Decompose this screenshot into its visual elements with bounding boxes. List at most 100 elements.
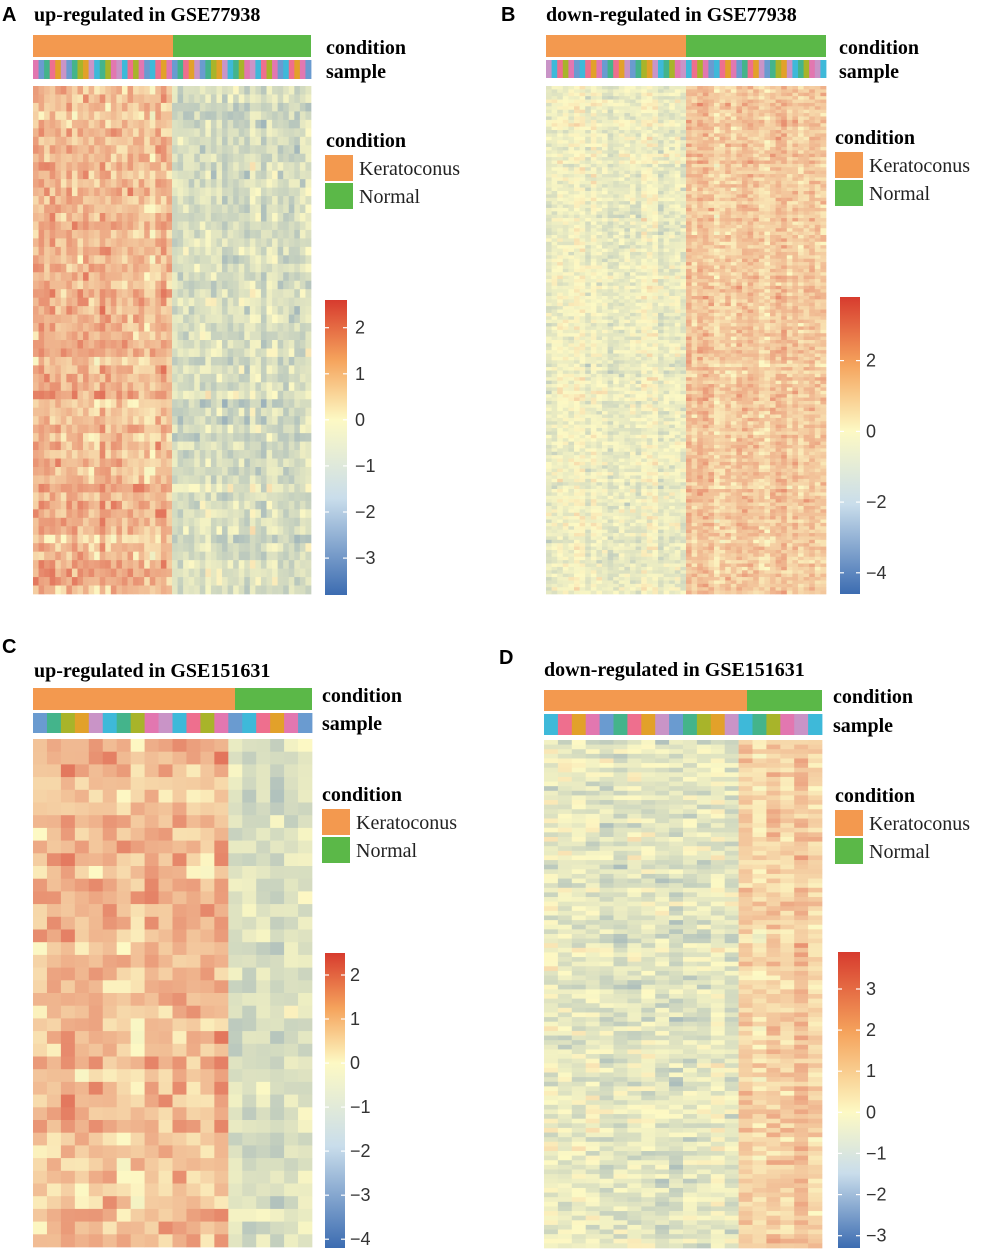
heatmap-cell — [110, 280, 117, 290]
heatmap-cell — [183, 526, 190, 536]
heatmap-cell — [83, 458, 89, 468]
heatmap-cell — [305, 356, 312, 366]
heatmap-cell — [127, 433, 134, 442]
heatmap-cell — [764, 194, 771, 199]
heatmap-cell — [691, 133, 698, 138]
heatmap-cell — [155, 136, 162, 146]
heatmap-cell — [71, 204, 78, 214]
heatmap-cell — [172, 128, 178, 138]
heatmap-cell — [758, 143, 765, 148]
heatmap-cell — [249, 585, 256, 595]
heatmap-cell — [188, 272, 195, 282]
heatmap-cell — [227, 399, 234, 409]
heatmap-cell — [99, 407, 106, 417]
heatmap-cell — [255, 509, 262, 519]
heatmap-cell — [77, 136, 84, 146]
heatmap-cell — [294, 128, 301, 138]
heatmap-cell — [702, 89, 709, 94]
heatmap-cell — [222, 213, 228, 222]
heatmap-cell — [144, 475, 151, 485]
heatmap-cell — [183, 255, 190, 265]
heatmap-cell — [764, 180, 771, 185]
heatmap-cell — [652, 113, 659, 117]
heatmap-cell — [635, 113, 642, 117]
heatmap-cell — [177, 551, 184, 561]
heatmap-cell — [94, 483, 101, 493]
heatmap-cell — [758, 207, 765, 212]
heatmap-cell — [753, 157, 760, 161]
heatmap-cell — [255, 119, 262, 129]
heatmap-cell — [205, 340, 212, 349]
heatmap-cell — [99, 297, 106, 307]
heatmap-cell — [635, 190, 642, 195]
heatmap-cell — [160, 407, 167, 417]
heatmap-cell — [44, 517, 51, 527]
heatmap-cell — [233, 382, 240, 392]
heatmap-cell — [708, 130, 715, 134]
heatmap-cell — [730, 92, 737, 97]
heatmap-cell — [742, 119, 748, 124]
heatmap-cell — [663, 190, 670, 195]
heatmap-cell — [244, 314, 251, 324]
heatmap-cell — [272, 272, 278, 282]
heatmap-cell — [110, 483, 117, 493]
heatmap-cell — [110, 407, 117, 417]
heatmap-cell — [99, 289, 106, 299]
heatmap-cell — [172, 331, 178, 341]
heatmap-cell — [88, 204, 95, 214]
heatmap-cell — [674, 190, 681, 195]
heatmap-cell — [255, 424, 262, 434]
heatmap-cell — [697, 106, 704, 111]
heatmap-cell — [60, 585, 67, 595]
heatmap-cell — [244, 509, 251, 519]
heatmap-cell — [669, 201, 676, 205]
heatmap-cell — [49, 221, 56, 231]
heatmap-cell — [33, 331, 39, 341]
sample-swatch — [546, 60, 552, 78]
heatmap-cell — [105, 306, 112, 315]
heatmap-cell — [568, 126, 575, 131]
heatmap-cell — [758, 201, 765, 205]
heatmap-cell — [55, 331, 62, 341]
heatmap-cell — [66, 441, 73, 451]
heatmap-cell — [227, 356, 234, 366]
heatmap-cell — [742, 99, 748, 104]
heatmap-cell — [294, 229, 301, 239]
heatmap-cell — [116, 441, 123, 451]
heatmap-cell — [266, 94, 273, 104]
heatmap-cell — [613, 89, 620, 94]
heatmap-cell — [803, 126, 810, 131]
heatmap-cell — [753, 180, 760, 185]
heatmap-cell — [641, 160, 648, 165]
heatmap-cell — [283, 331, 290, 341]
heatmap-cell — [121, 170, 128, 180]
heatmap-cell — [786, 119, 793, 124]
heatmap-cell — [294, 551, 301, 561]
heatmap-cell — [227, 170, 234, 180]
heatmap-cell — [809, 201, 816, 205]
heatmap-cell — [562, 167, 569, 172]
heatmap-cell — [83, 255, 89, 265]
heatmap-cell — [277, 196, 284, 205]
heatmap-cell — [116, 272, 123, 282]
heatmap-cell — [133, 196, 139, 205]
heatmap-cell — [758, 92, 765, 97]
heatmap-cell — [574, 136, 580, 141]
heatmap-cell — [216, 229, 223, 239]
heatmap-cell — [105, 204, 112, 214]
heatmap-cell — [674, 119, 681, 124]
heatmap-cell — [33, 187, 39, 197]
heatmap-cell — [792, 92, 799, 97]
heatmap-cell — [49, 534, 56, 544]
heatmap-cell — [216, 196, 223, 205]
heatmap-cell — [38, 128, 45, 138]
heatmap-cell — [702, 143, 709, 148]
heatmap-cell — [747, 119, 754, 124]
heatmap-cell — [71, 111, 78, 121]
heatmap-cell — [244, 492, 251, 502]
heatmap-cell — [60, 229, 67, 239]
heatmap-cell — [596, 180, 603, 185]
heatmap-cell — [658, 140, 664, 144]
heatmap-cell — [99, 187, 106, 197]
heatmap-cell — [177, 179, 184, 188]
